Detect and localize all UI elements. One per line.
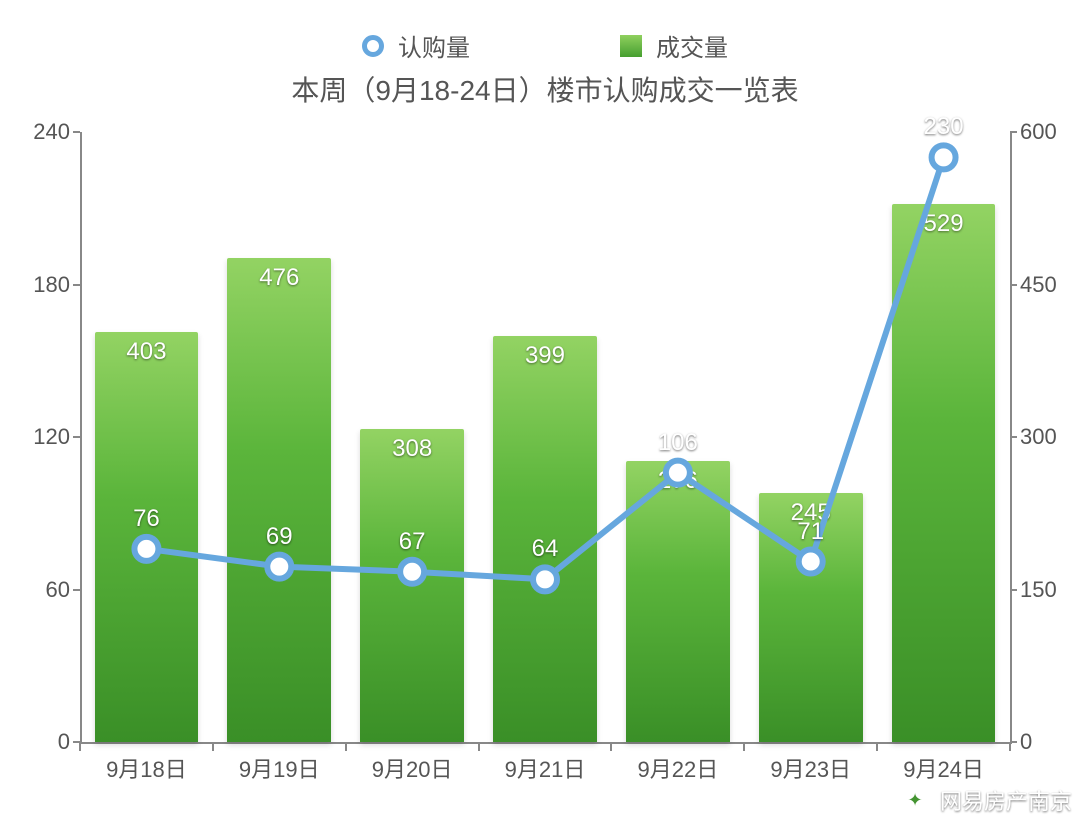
y-left-tick-label: 0 [2,729,70,755]
x-tick [876,743,878,751]
line-value-label: 64 [532,535,559,563]
y-left-tick-label: 120 [2,424,70,450]
line-marker [400,560,424,584]
line-marker [799,550,823,574]
x-category-label: 9月21日 [505,752,586,784]
legend-item-line: 认购量 [362,28,470,63]
x-category-label: 9月24日 [903,752,984,784]
y-right-tick [1010,131,1017,133]
legend-bar-label: 成交量 [656,28,728,63]
line-value-label: 67 [399,528,426,556]
legend-line-label: 认购量 [398,28,470,63]
legend-item-bar: 成交量 [620,28,728,63]
y-right-tick-label: 450 [1020,272,1088,298]
x-tick [1009,743,1011,751]
line-marker [932,145,956,169]
wechat-logo-icon: ✦ [900,785,930,815]
y-right-tick-label: 600 [1020,119,1088,145]
y-left-tick [73,131,80,133]
y-right-tick [1010,741,1017,743]
plot-wrap: 0 60 120 180 240 0 150 300 450 600 9月18日 9月19日 9月2… [0,118,1090,834]
watermark: ✦ 网易房产南京 [900,784,1072,816]
y-left-tick-label: 180 [2,272,70,298]
y-right-tick [1010,436,1017,438]
x-category-label: 9月19日 [239,752,320,784]
line-marker [267,555,291,579]
y-right-tick-label: 0 [1020,729,1088,755]
x-tick [212,743,214,751]
x-tick [478,743,480,751]
y-right-tick-label: 300 [1020,424,1088,450]
y-left-tick-label: 60 [2,577,70,603]
circle-marker-icon [362,35,384,57]
chart-title: 本周（9月18-24日）楼市认购成交一览表 [0,69,1090,109]
x-category-label: 9月22日 [637,752,718,784]
line-value-label: 106 [658,429,698,457]
line-series [80,132,1010,742]
x-axis-line [80,742,1010,744]
y-left-tick [73,436,80,438]
y-left-tick-label: 240 [2,119,70,145]
x-tick [743,743,745,751]
line-value-label: 76 [133,505,160,533]
line-value-label: 69 [266,523,293,551]
x-tick [79,743,81,751]
x-tick [345,743,347,751]
x-category-label: 9月20日 [372,752,453,784]
line-value-label: 230 [924,113,964,141]
line-marker [533,567,557,591]
x-tick [610,743,612,751]
square-marker-icon [620,35,642,57]
line-marker [666,461,690,485]
y-axis-right-line [1010,132,1012,744]
y-right-tick-label: 150 [1020,577,1088,603]
x-category-label: 9月23日 [770,752,851,784]
watermark-text: 网易房产南京 [940,784,1072,816]
y-right-tick [1010,589,1017,591]
legend: 认购量 成交量 [0,0,1090,63]
y-left-tick [73,284,80,286]
y-left-tick [73,589,80,591]
line-marker [134,537,158,561]
y-right-tick [1010,284,1017,286]
x-category-label: 9月18日 [106,752,187,784]
